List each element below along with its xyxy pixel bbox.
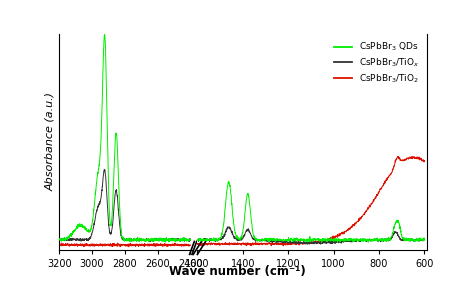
Text: Wave number (cm⁻¹): Wave number (cm⁻¹) — [169, 265, 305, 278]
Legend: CsPbBr$_3$ QDs, CsPbBr$_3$/TiO$_x$, CsPbBr$_3$/TiO$_2$: CsPbBr$_3$ QDs, CsPbBr$_3$/TiO$_x$, CsPb… — [331, 38, 422, 87]
Y-axis label: Absorbance (a.u.): Absorbance (a.u.) — [45, 92, 55, 191]
